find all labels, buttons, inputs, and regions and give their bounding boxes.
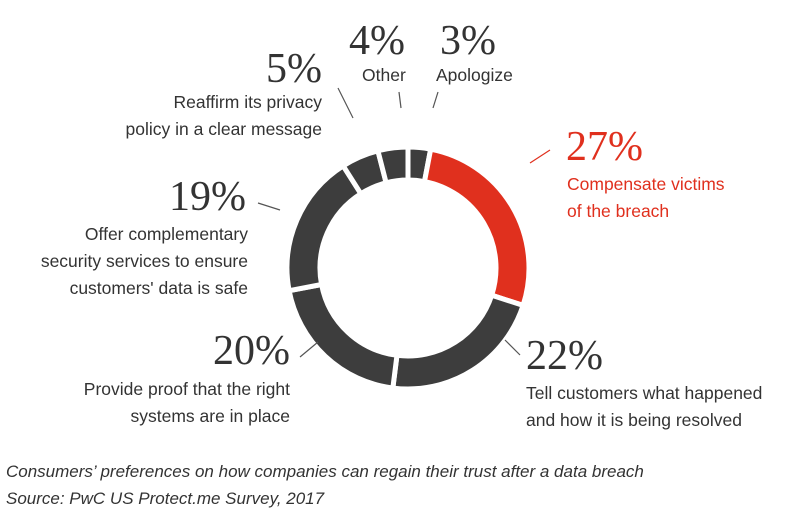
slice-label: Compensate victims of the breach [567,174,725,221]
value-label: 5% [266,46,322,92]
leader-line [398,91,402,109]
slice-label: Provide proof that the right systems are… [83,379,290,426]
slice-label: Other [362,65,406,85]
slice [284,162,365,294]
leader-line [257,202,281,211]
slice [390,292,527,392]
leader-line [504,339,521,356]
value-label: 27% [566,124,643,170]
source: Source: PwC US Protect.me Survey, 2017 [6,489,325,508]
leader-line [337,87,354,119]
slice-label: Apologize [436,65,513,85]
leader-line [529,149,551,164]
slice [374,144,411,186]
value-label: 20% [213,328,290,374]
leader-line [432,91,439,109]
value-label: 19% [169,174,246,220]
slice-label: Offer complementary security services to… [40,224,248,298]
value-label: 22% [526,333,603,379]
value-label: 4% [349,18,405,64]
caption: Consumers’ preferences on how companies … [6,462,644,481]
slice [286,281,400,391]
leader-line [299,341,319,358]
slice-label: Tell customers what happened and how it … [526,383,763,430]
slice [421,146,532,309]
value-label: 3% [440,18,496,64]
slice-label: Reaffirm its privacy policy in a clear m… [125,92,322,139]
